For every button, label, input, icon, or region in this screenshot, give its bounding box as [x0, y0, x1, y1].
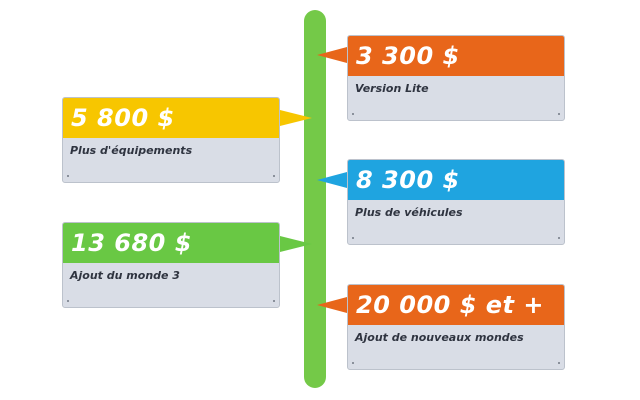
- pointer-arrow: [317, 47, 347, 63]
- pointer-arrow: [317, 172, 347, 188]
- tier-price: 3 300 $: [356, 42, 460, 70]
- corner-dot: [273, 175, 275, 177]
- corner-dot: [558, 362, 560, 364]
- tier-description: Plus de véhicules: [355, 206, 463, 219]
- tier-header: 3 300 $: [348, 36, 564, 76]
- corner-dot: [558, 113, 560, 115]
- timeline-spine: [304, 10, 326, 388]
- tier-header: 8 300 $: [348, 160, 564, 200]
- corner-dot: [352, 237, 354, 239]
- tier-price: 20 000 $ et +: [356, 291, 544, 319]
- tier-header: 13 680 $: [63, 223, 279, 263]
- tier-card-nouveaux-mondes: 20 000 $ et + Ajout de nouveaux mondes: [347, 284, 565, 370]
- tier-card-monde-3: 13 680 $ Ajout du monde 3: [62, 222, 280, 308]
- corner-dot: [558, 237, 560, 239]
- corner-dot: [352, 362, 354, 364]
- tier-card-version-lite: 3 300 $ Version Lite: [347, 35, 565, 121]
- tier-header: 20 000 $ et +: [348, 285, 564, 325]
- tier-card-plus-equipements: 5 800 $ Plus d'équipements: [62, 97, 280, 183]
- corner-dot: [67, 300, 69, 302]
- tier-card-plus-vehicules: 8 300 $ Plus de véhicules: [347, 159, 565, 245]
- tier-description: Ajout du monde 3: [70, 269, 180, 282]
- pointer-arrow: [317, 297, 347, 313]
- tier-description: Version Lite: [355, 82, 429, 95]
- tier-price: 13 680 $: [71, 229, 192, 257]
- tier-description: Ajout de nouveaux mondes: [355, 331, 524, 344]
- corner-dot: [352, 113, 354, 115]
- tier-header: 5 800 $: [63, 98, 279, 138]
- tier-price: 5 800 $: [71, 104, 175, 132]
- pointer-arrow: [280, 110, 312, 126]
- corner-dot: [273, 300, 275, 302]
- tier-price: 8 300 $: [356, 166, 460, 194]
- tier-description: Plus d'équipements: [70, 144, 193, 157]
- pointer-arrow: [280, 236, 312, 252]
- corner-dot: [67, 175, 69, 177]
